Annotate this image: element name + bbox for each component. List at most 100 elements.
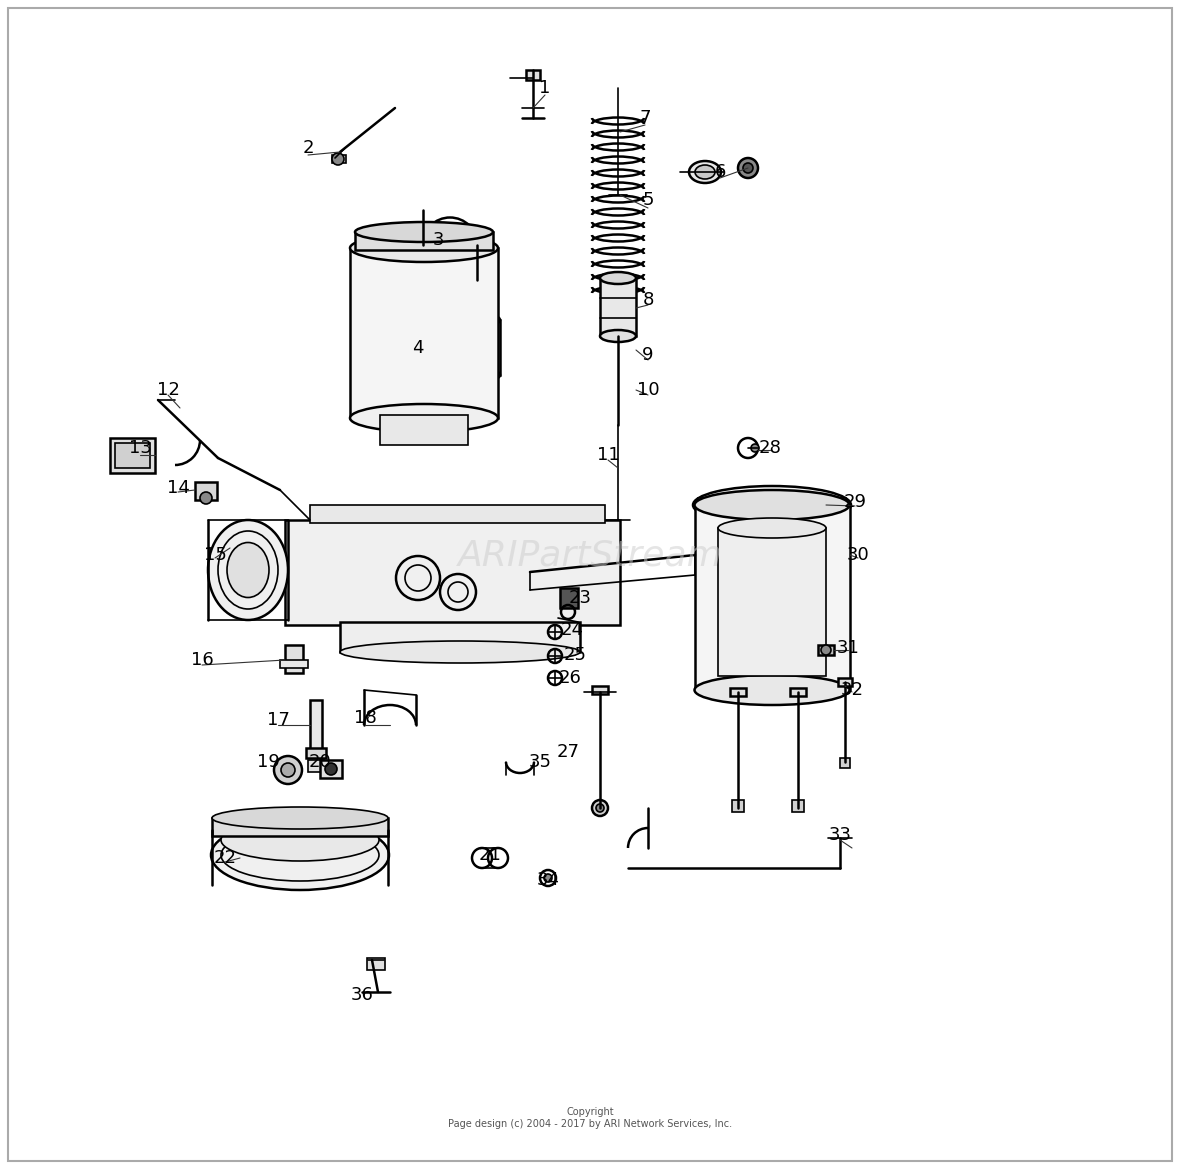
- Text: 25: 25: [564, 646, 586, 664]
- Text: 8: 8: [642, 291, 654, 309]
- Circle shape: [274, 756, 302, 784]
- Ellipse shape: [599, 330, 636, 343]
- Bar: [840, 758, 850, 768]
- Ellipse shape: [458, 313, 500, 327]
- Ellipse shape: [221, 819, 379, 862]
- Bar: [792, 800, 804, 812]
- Circle shape: [596, 804, 604, 812]
- Circle shape: [324, 763, 337, 775]
- Circle shape: [332, 153, 345, 165]
- Text: 1: 1: [539, 79, 551, 97]
- Circle shape: [592, 800, 608, 816]
- Text: 32: 32: [840, 682, 864, 699]
- Ellipse shape: [695, 675, 850, 705]
- Text: 10: 10: [637, 381, 660, 399]
- Text: 24: 24: [560, 621, 583, 639]
- Ellipse shape: [689, 161, 721, 184]
- Text: Copyright
Page design (c) 2004 - 2017 by ARI Network Services, Inc.: Copyright Page design (c) 2004 - 2017 by…: [448, 1107, 732, 1129]
- Bar: [306, 748, 326, 758]
- Bar: [332, 155, 346, 162]
- Text: 2: 2: [302, 139, 314, 157]
- Bar: [599, 278, 636, 336]
- Circle shape: [821, 645, 831, 655]
- Bar: [110, 438, 155, 473]
- Circle shape: [281, 763, 295, 777]
- Bar: [717, 528, 826, 676]
- Text: 14: 14: [166, 479, 190, 497]
- Bar: [355, 231, 493, 250]
- Bar: [789, 689, 806, 696]
- Text: 23: 23: [569, 589, 591, 607]
- Text: 5: 5: [642, 191, 654, 209]
- Bar: [308, 760, 325, 772]
- Bar: [380, 415, 468, 445]
- Text: 34: 34: [537, 871, 559, 888]
- Bar: [340, 622, 581, 652]
- Text: 6: 6: [714, 162, 726, 181]
- Text: 28: 28: [759, 440, 781, 457]
- Text: 27: 27: [557, 743, 579, 761]
- Text: 19: 19: [256, 753, 280, 772]
- Ellipse shape: [227, 542, 269, 597]
- Text: 35: 35: [529, 753, 551, 772]
- Text: 21: 21: [479, 846, 502, 864]
- Text: 18: 18: [354, 710, 376, 727]
- Circle shape: [199, 492, 212, 504]
- Text: 30: 30: [846, 546, 870, 563]
- Bar: [458, 320, 500, 375]
- Text: 11: 11: [597, 447, 620, 464]
- Bar: [465, 371, 493, 388]
- Circle shape: [544, 874, 552, 881]
- Text: 17: 17: [267, 711, 289, 729]
- Text: 31: 31: [837, 639, 859, 657]
- Text: 16: 16: [191, 651, 214, 669]
- Text: 9: 9: [642, 346, 654, 364]
- Ellipse shape: [211, 819, 389, 890]
- Ellipse shape: [212, 807, 388, 829]
- Bar: [367, 959, 385, 970]
- Bar: [592, 686, 608, 694]
- Bar: [818, 645, 834, 655]
- Bar: [310, 700, 322, 752]
- Bar: [320, 760, 342, 779]
- Bar: [350, 248, 498, 419]
- Ellipse shape: [695, 165, 715, 179]
- Text: 33: 33: [828, 826, 852, 844]
- Bar: [838, 678, 852, 686]
- Bar: [526, 70, 540, 79]
- Text: 13: 13: [129, 440, 151, 457]
- Ellipse shape: [458, 368, 500, 382]
- Bar: [699, 498, 717, 512]
- Bar: [695, 505, 850, 690]
- Bar: [732, 800, 745, 812]
- Text: 3: 3: [432, 231, 444, 249]
- Bar: [310, 505, 605, 523]
- Text: 12: 12: [157, 381, 179, 399]
- Text: 20: 20: [309, 753, 332, 772]
- Bar: [212, 818, 388, 836]
- Bar: [286, 645, 303, 673]
- Ellipse shape: [208, 520, 288, 620]
- Bar: [560, 588, 578, 608]
- Ellipse shape: [340, 641, 581, 663]
- Circle shape: [738, 158, 758, 178]
- Circle shape: [750, 444, 759, 452]
- Text: 15: 15: [204, 546, 227, 563]
- Text: ARIPartStream: ARIPartStream: [458, 538, 722, 572]
- Text: 29: 29: [844, 493, 866, 511]
- Text: 22: 22: [214, 849, 236, 867]
- Text: 26: 26: [558, 669, 582, 687]
- Ellipse shape: [717, 518, 826, 538]
- Text: 36: 36: [350, 985, 373, 1004]
- Ellipse shape: [599, 272, 636, 284]
- Text: 7: 7: [640, 109, 650, 127]
- Polygon shape: [286, 520, 620, 625]
- Ellipse shape: [350, 234, 498, 262]
- Bar: [280, 660, 308, 667]
- Bar: [114, 443, 150, 468]
- Ellipse shape: [695, 490, 850, 520]
- Ellipse shape: [350, 404, 498, 433]
- Bar: [195, 482, 217, 500]
- Circle shape: [743, 162, 753, 173]
- Text: 4: 4: [412, 339, 424, 357]
